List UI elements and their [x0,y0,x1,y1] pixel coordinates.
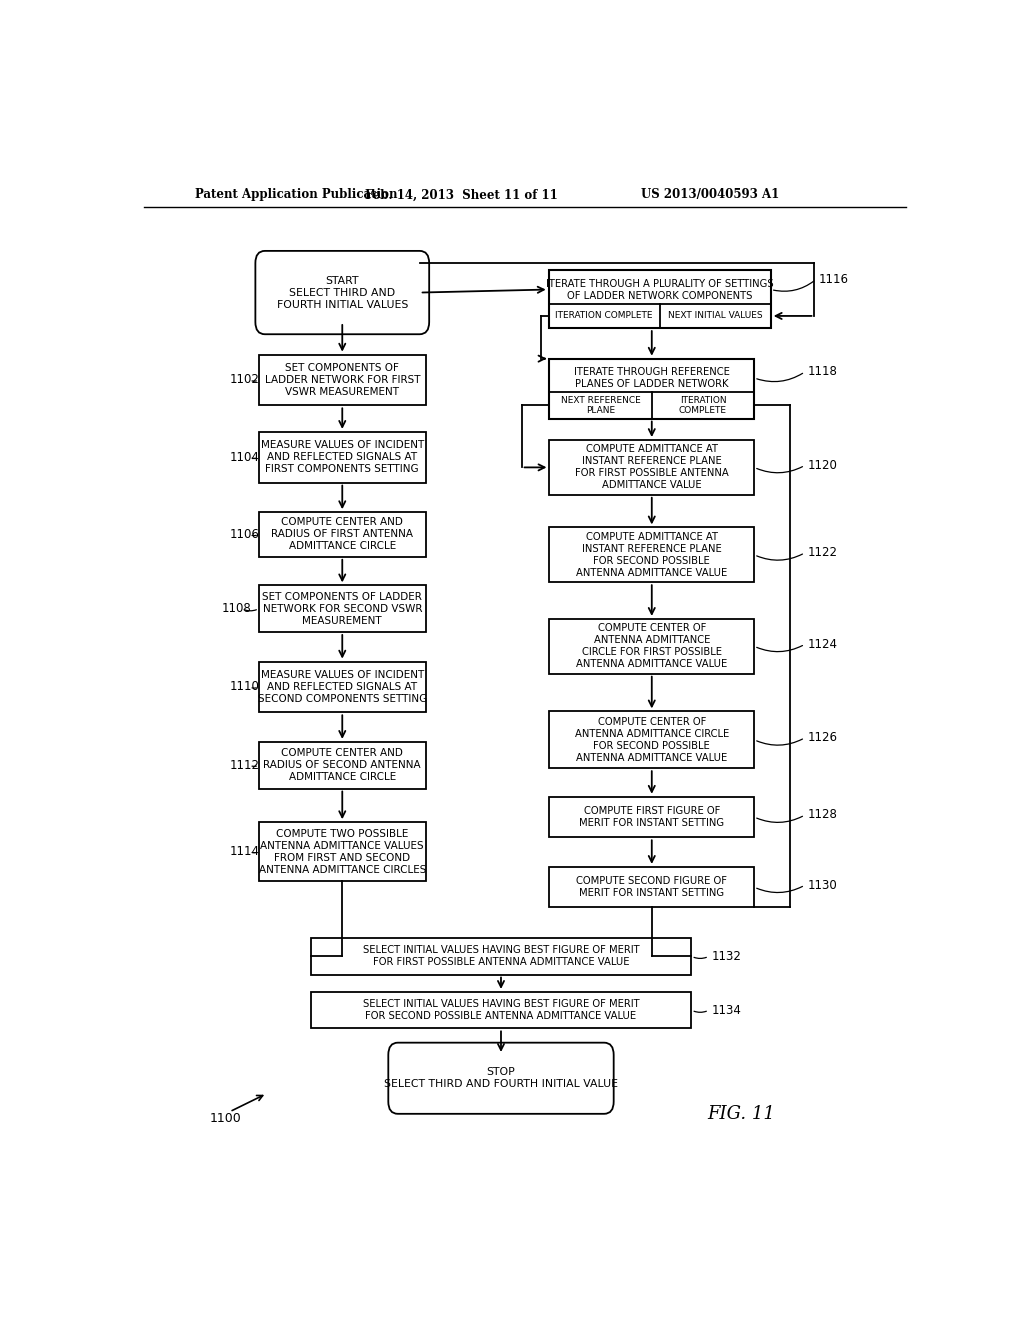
Text: 1120: 1120 [807,459,838,471]
Text: 1108: 1108 [221,602,252,615]
Text: ITERATE THROUGH REFERENCE
PLANES OF LADDER NETWORK: ITERATE THROUGH REFERENCE PLANES OF LADD… [573,367,730,389]
Text: 1122: 1122 [807,546,838,560]
Bar [549,304,771,329]
Text: COMPUTE TWO POSSIBLE
ANTENNA ADMITTANCE VALUES
FROM FIRST AND SECOND
ANTENNA ADM: COMPUTE TWO POSSIBLE ANTENNA ADMITTANCE … [259,829,426,875]
Text: NEXT INITIAL VALUES: NEXT INITIAL VALUES [668,312,763,321]
Text: 1126: 1126 [807,731,838,744]
Text: 1116: 1116 [818,273,849,286]
Text: 1132: 1132 [712,950,741,962]
Text: MEASURE VALUES OF INCIDENT
AND REFLECTED SIGNALS AT
SECOND COMPONENTS SETTING: MEASURE VALUES OF INCIDENT AND REFLECTED… [258,671,427,704]
Text: Feb. 14, 2013  Sheet 11 of 11: Feb. 14, 2013 Sheet 11 of 11 [365,189,558,202]
FancyBboxPatch shape [310,991,691,1028]
Text: MEASURE VALUES OF INCIDENT
AND REFLECTED SIGNALS AT
FIRST COMPONENTS SETTING: MEASURE VALUES OF INCIDENT AND REFLECTED… [261,441,424,474]
Text: COMPUTE FIRST FIGURE OF
MERIT FOR INSTANT SETTING: COMPUTE FIRST FIGURE OF MERIT FOR INSTAN… [580,807,724,828]
FancyBboxPatch shape [550,711,754,768]
Text: 1110: 1110 [229,680,259,693]
FancyBboxPatch shape [550,619,754,673]
Text: ITERATION
COMPLETE: ITERATION COMPLETE [679,396,727,414]
Text: Patent Application Publication: Patent Application Publication [196,189,398,202]
FancyBboxPatch shape [259,661,426,713]
FancyBboxPatch shape [388,1043,613,1114]
Text: 1104: 1104 [229,450,259,463]
Text: COMPUTE CENTER AND
RADIUS OF SECOND ANTENNA
ADMITTANCE CIRCLE: COMPUTE CENTER AND RADIUS OF SECOND ANTE… [263,748,421,783]
Text: COMPUTE ADMITTANCE AT
INSTANT REFERENCE PLANE
FOR SECOND POSSIBLE
ANTENNA ADMITT: COMPUTE ADMITTANCE AT INSTANT REFERENCE … [577,532,727,578]
FancyBboxPatch shape [550,528,754,582]
FancyBboxPatch shape [259,585,426,632]
FancyBboxPatch shape [550,797,754,837]
Text: SELECT INITIAL VALUES HAVING BEST FIGURE OF MERIT
FOR FIRST POSSIBLE ANTENNA ADM: SELECT INITIAL VALUES HAVING BEST FIGURE… [362,945,639,968]
Bar [550,359,754,418]
Text: SET COMPONENTS OF
LADDER NETWORK FOR FIRST
VSWR MEASUREMENT: SET COMPONENTS OF LADDER NETWORK FOR FIR… [264,363,420,397]
FancyBboxPatch shape [550,359,754,397]
Text: FIG. 11: FIG. 11 [708,1105,775,1123]
Text: 1112: 1112 [229,759,259,772]
Text: COMPUTE CENTER OF
ANTENNA ADMITTANCE CIRCLE
FOR SECOND POSSIBLE
ANTENNA ADMITTAN: COMPUTE CENTER OF ANTENNA ADMITTANCE CIR… [574,717,729,763]
Text: STOP
SELECT THIRD AND FOURTH INITIAL VALUE: STOP SELECT THIRD AND FOURTH INITIAL VAL… [384,1068,618,1089]
Text: US 2013/0040593 A1: US 2013/0040593 A1 [640,189,778,202]
Text: 1106: 1106 [229,528,259,541]
Text: NEXT REFERENCE
PLANE: NEXT REFERENCE PLANE [561,396,640,414]
Bar [550,392,754,418]
FancyBboxPatch shape [255,251,429,334]
Text: 1100: 1100 [210,1113,242,1126]
FancyBboxPatch shape [259,355,426,405]
Text: 1114: 1114 [229,845,259,858]
Bar [549,271,771,329]
Text: ITERATE THROUGH A PLURALITY OF SETTINGS
OF LADDER NETWORK COMPONENTS: ITERATE THROUGH A PLURALITY OF SETTINGS … [546,279,773,301]
FancyBboxPatch shape [259,512,426,557]
Text: COMPUTE CENTER AND
RADIUS OF FIRST ANTENNA
ADMITTANCE CIRCLE: COMPUTE CENTER AND RADIUS OF FIRST ANTEN… [271,517,414,552]
Text: COMPUTE ADMITTANCE AT
INSTANT REFERENCE PLANE
FOR FIRST POSSIBLE ANTENNA
ADMITTA: COMPUTE ADMITTANCE AT INSTANT REFERENCE … [574,445,729,491]
FancyBboxPatch shape [259,822,426,880]
Text: SELECT INITIAL VALUES HAVING BEST FIGURE OF MERIT
FOR SECOND POSSIBLE ANTENNA AD: SELECT INITIAL VALUES HAVING BEST FIGURE… [362,999,639,1022]
Text: START
SELECT THIRD AND
FOURTH INITIAL VALUES: START SELECT THIRD AND FOURTH INITIAL VA… [276,276,408,310]
Text: COMPUTE SECOND FIGURE OF
MERIT FOR INSTANT SETTING: COMPUTE SECOND FIGURE OF MERIT FOR INSTA… [577,876,727,898]
FancyBboxPatch shape [550,440,754,495]
Text: 1118: 1118 [807,366,838,379]
FancyBboxPatch shape [550,867,754,907]
Text: 1134: 1134 [712,1003,741,1016]
Text: ITERATION COMPLETE: ITERATION COMPLETE [555,312,653,321]
Text: COMPUTE CENTER OF
ANTENNA ADMITTANCE
CIRCLE FOR FIRST POSSIBLE
ANTENNA ADMITTANC: COMPUTE CENTER OF ANTENNA ADMITTANCE CIR… [577,623,727,669]
FancyBboxPatch shape [259,742,426,788]
FancyBboxPatch shape [549,271,771,309]
Text: 1130: 1130 [807,879,837,891]
Text: 1124: 1124 [807,638,838,651]
FancyBboxPatch shape [259,432,426,483]
Text: 1102: 1102 [229,374,259,387]
FancyBboxPatch shape [310,939,691,974]
Text: SET COMPONENTS OF LADDER
NETWORK FOR SECOND VSWR
MEASUREMENT: SET COMPONENTS OF LADDER NETWORK FOR SEC… [262,591,422,626]
Text: 1128: 1128 [807,808,838,821]
